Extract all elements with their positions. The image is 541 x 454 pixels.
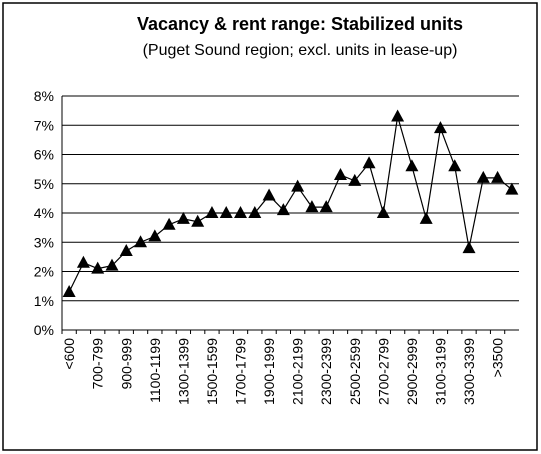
point-marker (505, 182, 519, 195)
point-marker (291, 179, 305, 192)
point-marker (134, 235, 148, 248)
point-marker (433, 121, 447, 134)
x-tick-label: 1700-1799 (233, 338, 249, 405)
point-marker (476, 170, 490, 183)
y-tick-label: 5% (34, 176, 54, 192)
point-marker (462, 241, 476, 254)
point-marker (234, 206, 248, 218)
point-marker (348, 173, 362, 186)
point-marker (391, 109, 405, 122)
point-marker (191, 214, 205, 227)
y-tick-label: 2% (34, 264, 54, 280)
point-marker (119, 244, 133, 257)
y-tick-label: 7% (34, 117, 54, 133)
point-marker (362, 156, 376, 169)
point-marker (376, 206, 390, 218)
x-tick-label: 3100-3199 (432, 338, 448, 405)
x-tick-label: 2100-2199 (290, 338, 306, 405)
x-tick-label: 2700-2799 (375, 338, 391, 405)
frame (2, 2, 538, 451)
y-tick-label: 3% (34, 234, 54, 250)
chart-title: Vacancy & rent range: Stabilized units (137, 14, 463, 34)
chart-subtitle: (Puget Sound region; excl. units in leas… (143, 42, 458, 59)
point-marker (162, 217, 176, 230)
point-marker (248, 206, 262, 218)
x-tick-label: >3500 (490, 338, 506, 378)
point-marker (205, 206, 219, 218)
point-marker (448, 159, 462, 172)
x-tick-label: 3300-3399 (461, 338, 477, 405)
point-marker (148, 229, 162, 242)
point-marker (176, 211, 190, 224)
y-tick-label: 8% (34, 88, 54, 104)
x-tick-label: 700-799 (90, 338, 106, 390)
x-tick-label: <600 (61, 338, 77, 370)
y-tick-label: 1% (34, 293, 54, 309)
point-marker (491, 170, 505, 183)
x-tick-label: 2300-2399 (318, 338, 334, 405)
x-tick-label: 2900-2999 (404, 338, 420, 405)
point-marker (219, 206, 233, 218)
x-tick-label: 2500-2599 (347, 338, 363, 405)
x-tick-label: 1900-1999 (261, 338, 277, 405)
point-marker (276, 203, 290, 216)
x-tick-label: 1300-1399 (175, 338, 191, 405)
y-tick-label: 0% (34, 322, 54, 338)
x-tick-label: 900-999 (118, 338, 134, 390)
x-tick-label: 1100-1199 (147, 338, 163, 403)
y-tick-label: 6% (34, 147, 54, 163)
point-marker (262, 188, 276, 201)
point-marker (62, 284, 76, 297)
point-marker (76, 255, 90, 268)
point-marker (305, 200, 319, 213)
point-marker (91, 261, 105, 274)
point-marker (419, 211, 433, 224)
point-marker (319, 200, 333, 213)
x-tick-label: 1500-1599 (204, 338, 220, 405)
y-tick-label: 4% (34, 205, 54, 221)
point-marker (105, 258, 119, 271)
point-marker (405, 159, 419, 172)
point-marker (333, 167, 347, 180)
